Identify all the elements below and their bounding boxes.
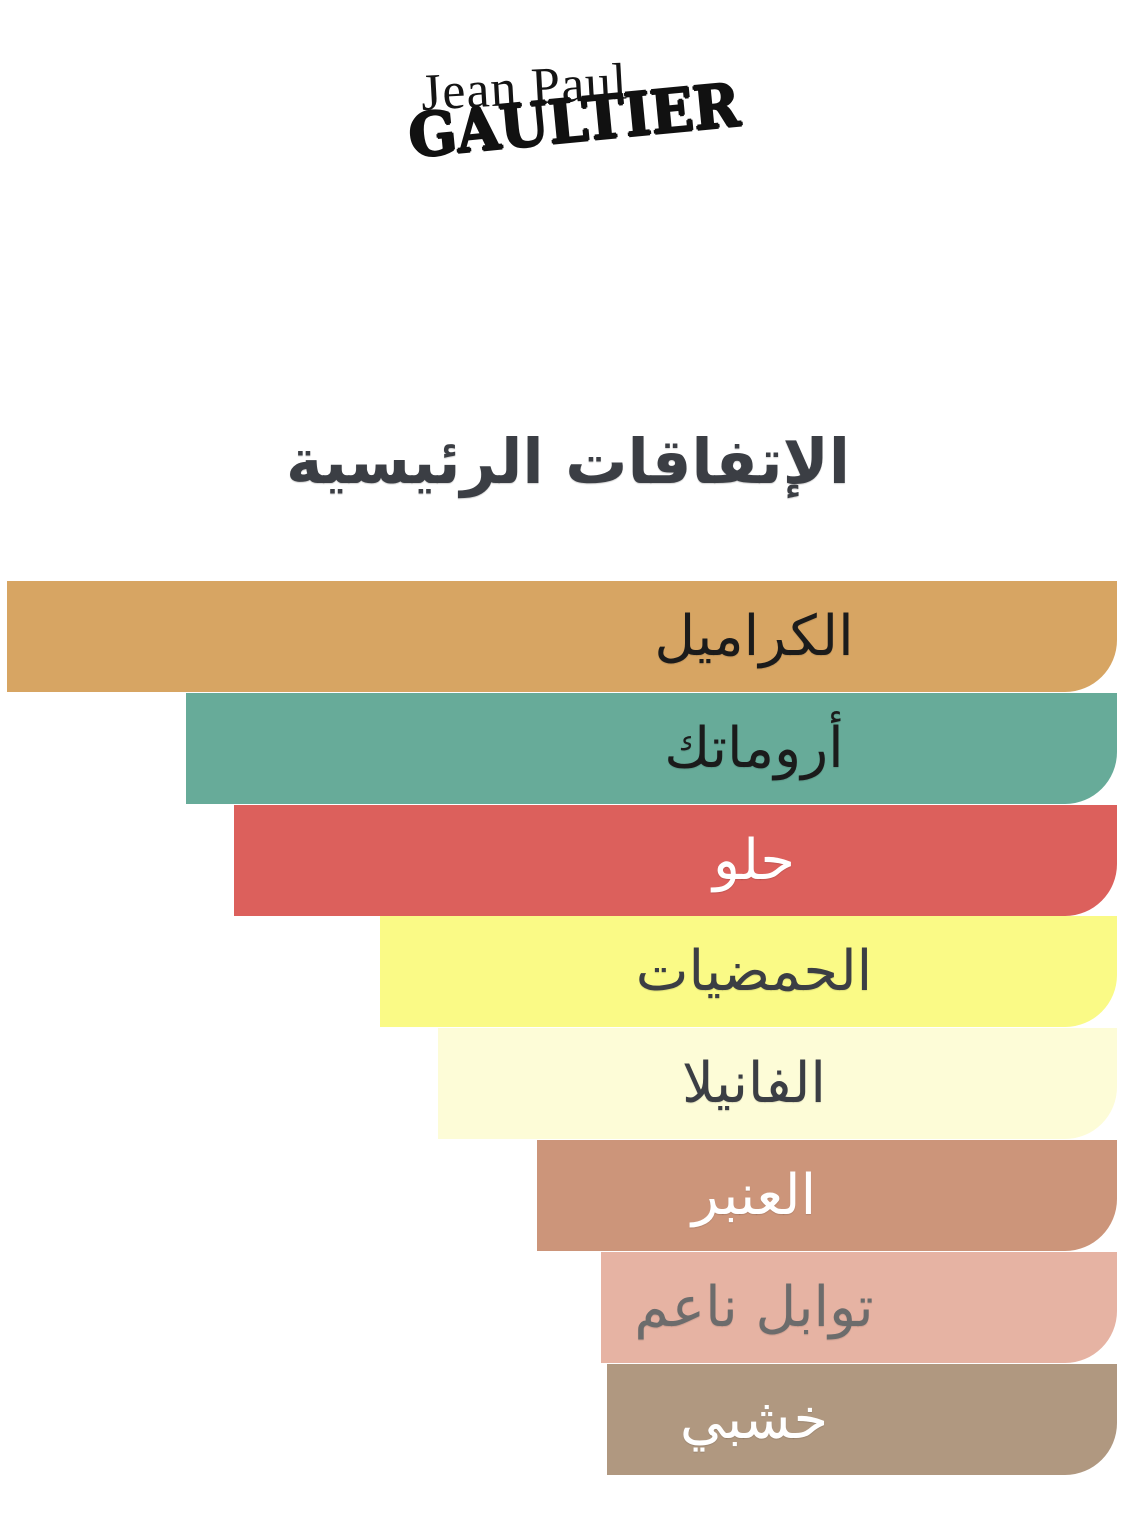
accord-bar-fill: [537, 1140, 1117, 1251]
accord-bar-label: أروماتك: [664, 716, 844, 781]
main-accords-chart: الكراميل أروماتك حلو الحمضيات الفانيلا العنبر…: [0, 581, 1136, 1481]
accord-bar-fill: [438, 1028, 1117, 1139]
brand-logo: Jean Paul GAULTIER: [0, 52, 1136, 192]
accord-bar-label: توابل ناعم: [634, 1275, 874, 1340]
accord-bar-fill: [186, 693, 1117, 804]
accord-bar-fill: [601, 1252, 1117, 1363]
accord-bar[interactable]: توابل ناعم: [601, 1252, 1117, 1363]
accord-bar[interactable]: الفانيلا: [438, 1028, 1117, 1139]
accord-bar-label: الحمضيات: [635, 939, 873, 1004]
accord-bar[interactable]: خشبي: [607, 1364, 1117, 1475]
accord-bar[interactable]: العنبر: [537, 1140, 1117, 1251]
accord-bar-label: الفانيلا: [682, 1051, 826, 1116]
brand-logo-line-2: GAULTIER: [405, 70, 743, 172]
accord-bar-fill: [7, 581, 1117, 692]
accord-bar[interactable]: حلو: [234, 805, 1117, 916]
accord-bar-label: خشبي: [679, 1387, 829, 1452]
accord-bar[interactable]: الحمضيات: [380, 916, 1117, 1027]
accord-bar-fill: [234, 805, 1117, 916]
accord-bar-label: حلو: [712, 828, 796, 893]
page-title: الإتفاقات الرئيسية: [285, 425, 851, 498]
accord-bar-fill: [380, 916, 1117, 1027]
accord-bar-label: الكراميل: [654, 604, 854, 669]
accord-bar-label: العنبر: [691, 1163, 817, 1228]
accord-bar[interactable]: الكراميل: [7, 581, 1117, 692]
accord-bar-fill: [607, 1364, 1117, 1475]
brand-logo-line-1: Jean Paul: [419, 53, 630, 122]
accord-bar[interactable]: أروماتك: [186, 693, 1117, 804]
